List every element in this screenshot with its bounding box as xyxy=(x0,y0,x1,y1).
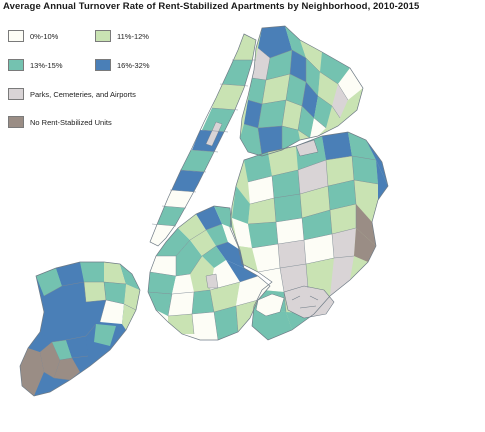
legend-item-13-15: 13%-15% xyxy=(8,59,63,71)
neighborhood-boundaries xyxy=(19,25,389,397)
legend-item-0-10: 0%-10% xyxy=(8,30,58,42)
legend-item-11-12: 11%-12% xyxy=(95,30,149,42)
legend-swatch xyxy=(8,116,24,128)
legend-swatch xyxy=(8,88,24,100)
legend-label: 16%-32% xyxy=(117,60,150,70)
legend-swatch xyxy=(95,59,111,71)
legend-item-16-32: 16%-32% xyxy=(95,59,150,71)
legend-swatch xyxy=(95,30,111,42)
legend-label: 13%-15% xyxy=(30,60,63,70)
legend-label: 11%-12% xyxy=(117,31,149,41)
legend-label: No Rent-Stabilized Units xyxy=(30,117,112,127)
map-title: Average Annual Turnover Rate of Rent-Sta… xyxy=(3,1,420,12)
brooklyn-borough xyxy=(148,206,270,340)
neighborhood-lines xyxy=(39,47,379,381)
legend-label: Parks, Cemeteries, and Airports xyxy=(30,89,136,99)
legend-label: 0%-10% xyxy=(30,31,59,41)
legend-swatch xyxy=(8,59,24,71)
legend-swatch xyxy=(8,30,24,42)
legend-item-no-units: No Rent-Stabilized Units xyxy=(8,116,112,128)
legend: 0%-10% 11%-12% 13%-15% 16%-32% Parks, Ce… xyxy=(0,0,200,140)
legend-item-parks: Parks, Cemeteries, and Airports xyxy=(8,88,136,100)
parks-and-airports xyxy=(205,121,335,319)
